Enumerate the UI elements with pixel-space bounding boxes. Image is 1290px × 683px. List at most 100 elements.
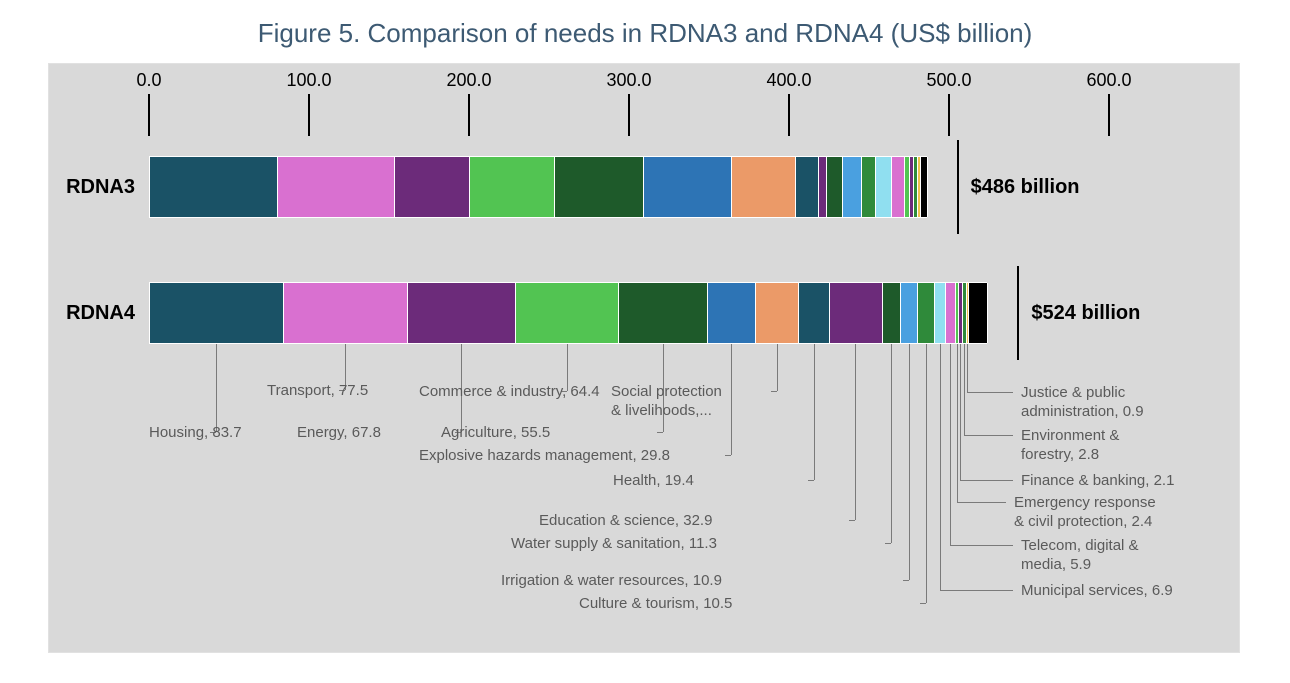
callout-label: Social protection& livelihoods,... xyxy=(611,383,722,421)
callout-leader xyxy=(885,543,891,544)
bar-segment xyxy=(619,283,708,343)
bar-segment xyxy=(918,283,935,343)
callout-leader xyxy=(940,590,1013,591)
axis-tick-label: 400.0 xyxy=(766,70,811,91)
bar-segment xyxy=(796,157,818,217)
total-label-rdna3: $486 billion xyxy=(971,176,1080,199)
axis-tick xyxy=(788,94,790,136)
axis-tick-label: 600.0 xyxy=(1086,70,1131,91)
bar-segment xyxy=(470,157,555,217)
callout-leader xyxy=(814,344,815,480)
bar-segment xyxy=(644,157,732,217)
callout-label: Explosive hazards management, 29.8 xyxy=(419,447,670,466)
bar-segment xyxy=(862,157,876,217)
callout-label: Emergency response& civil protection, 2.… xyxy=(1014,494,1156,532)
bar-segment xyxy=(395,157,470,217)
callout-leader xyxy=(950,344,951,545)
chart-frame: 0.0 100.0 200.0 300.0 400.0 500.0 600.0 RDNA3 $4… xyxy=(48,63,1240,653)
callout-leader xyxy=(731,344,732,455)
stacked-bar-rdna3 xyxy=(149,156,927,218)
bar-segment xyxy=(892,157,905,217)
bar-segment xyxy=(150,283,284,343)
callout-label: Health, 19.4 xyxy=(613,472,694,491)
callout-leader xyxy=(940,344,941,590)
bar-segment xyxy=(708,283,756,343)
axis-tick xyxy=(468,94,470,136)
callout-leader xyxy=(967,344,968,392)
callout-leader xyxy=(903,580,909,581)
callout-label: Transport, 77.5 xyxy=(267,382,368,401)
axis-tick-label: 200.0 xyxy=(446,70,491,91)
bar-segment xyxy=(516,283,619,343)
callout-label: Housing, 83.7 xyxy=(149,424,242,443)
stacked-bar-rdna4 xyxy=(149,282,987,344)
callout-leader xyxy=(957,344,958,502)
callout-leader xyxy=(849,520,855,521)
bar-segment xyxy=(901,283,918,343)
bar-segment xyxy=(408,283,516,343)
bar-segment xyxy=(150,157,278,217)
callout-label: Environment &forestry, 2.8 xyxy=(1021,427,1119,465)
callout-leader xyxy=(920,603,926,604)
callout-leader xyxy=(725,455,731,456)
bar-segment xyxy=(946,283,955,343)
bar-segment xyxy=(732,157,796,217)
callout-leader xyxy=(960,344,961,480)
callout-leader xyxy=(216,344,217,432)
callout-leader xyxy=(657,432,663,433)
callout-label: Finance & banking, 2.1 xyxy=(1021,472,1174,491)
bar-segment xyxy=(555,157,645,217)
callout-label: Culture & tourism, 10.5 xyxy=(579,595,732,614)
bar-row-label-rdna4: RDNA4 xyxy=(55,302,135,325)
callout-leader xyxy=(960,480,1013,481)
callout-leader xyxy=(909,344,910,580)
axis-tick xyxy=(948,94,950,136)
callout-label: Irrigation & water resources, 10.9 xyxy=(501,572,722,591)
axis-tick-label: 300.0 xyxy=(606,70,651,91)
total-tick xyxy=(957,140,959,234)
callout-leader xyxy=(926,344,927,603)
bar-segment xyxy=(883,283,901,343)
callout-leader xyxy=(967,392,1013,393)
bar-segment xyxy=(284,283,408,343)
callout-leader xyxy=(950,545,1013,546)
chart-title: Figure 5. Comparison of needs in RDNA3 a… xyxy=(0,18,1290,49)
callout-label: Commerce & industry, 64.4 xyxy=(419,383,600,402)
axis-tick-label: 100.0 xyxy=(286,70,331,91)
callout-leader xyxy=(855,344,856,520)
callout-leader xyxy=(771,391,777,392)
axis-tick xyxy=(148,94,150,136)
total-label-rdna4: $524 billion xyxy=(1031,302,1140,325)
axis-tick xyxy=(308,94,310,136)
bar-segment xyxy=(278,157,395,217)
bar-segment xyxy=(827,157,843,217)
callout-leader xyxy=(957,502,1006,503)
callout-label: Municipal services, 6.9 xyxy=(1021,582,1173,601)
callout-label: Education & science, 32.9 xyxy=(539,512,712,531)
bar-segment xyxy=(921,157,927,217)
callout-leader xyxy=(808,480,814,481)
bar-segment xyxy=(830,283,883,343)
axis-tick xyxy=(1108,94,1110,136)
callout-label: Agriculture, 55.5 xyxy=(441,424,550,443)
bar-segment xyxy=(969,283,989,343)
axis-tick-label: 0.0 xyxy=(136,70,161,91)
bar-row-label-rdna3: RDNA3 xyxy=(55,176,135,199)
callout-leader xyxy=(777,344,778,391)
total-tick xyxy=(1017,266,1019,360)
bar-segment xyxy=(756,283,799,343)
axis-tick xyxy=(628,94,630,136)
callout-leader xyxy=(964,344,965,435)
bar-segment xyxy=(876,157,892,217)
callout-label: Water supply & sanitation, 11.3 xyxy=(511,535,717,554)
callout-label: Energy, 67.8 xyxy=(297,424,381,443)
callout-label: Justice & publicadministration, 0.9 xyxy=(1021,384,1144,422)
callout-label: Telecom, digital &media, 5.9 xyxy=(1021,537,1139,575)
callout-leader xyxy=(891,344,892,543)
bar-segment xyxy=(799,283,830,343)
callout-leader xyxy=(964,435,1013,436)
bar-segment xyxy=(819,157,827,217)
axis-tick-label: 500.0 xyxy=(926,70,971,91)
bar-segment xyxy=(935,283,946,343)
bar-segment xyxy=(843,157,862,217)
